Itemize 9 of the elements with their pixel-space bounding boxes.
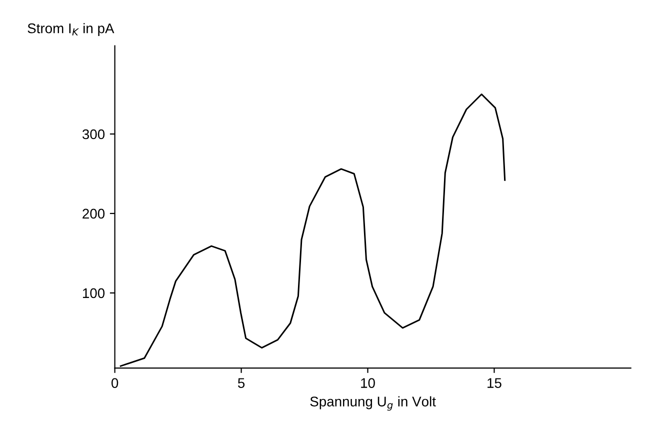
x-tick-label: 15 xyxy=(488,378,502,388)
x-axis-title: Spannung U$_{g}$ in Volt xyxy=(310,396,436,411)
x-tick-label: 0 xyxy=(111,378,118,388)
x-tick-label: 5 xyxy=(238,378,245,388)
y-tick-label: 100 xyxy=(82,288,105,298)
y-tick-label: 200 xyxy=(82,208,105,219)
y-axis-title: Strom I$_{K}$ in pA xyxy=(28,23,114,36)
x-tick-label: 10 xyxy=(361,378,375,388)
y-tick-label: 300 xyxy=(82,129,105,140)
